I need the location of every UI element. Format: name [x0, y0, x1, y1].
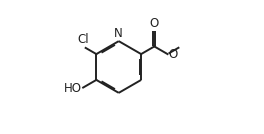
Text: HO: HO	[64, 82, 82, 95]
Text: Cl: Cl	[77, 33, 88, 46]
Text: O: O	[150, 17, 159, 30]
Text: N: N	[114, 27, 123, 40]
Text: O: O	[168, 48, 177, 61]
